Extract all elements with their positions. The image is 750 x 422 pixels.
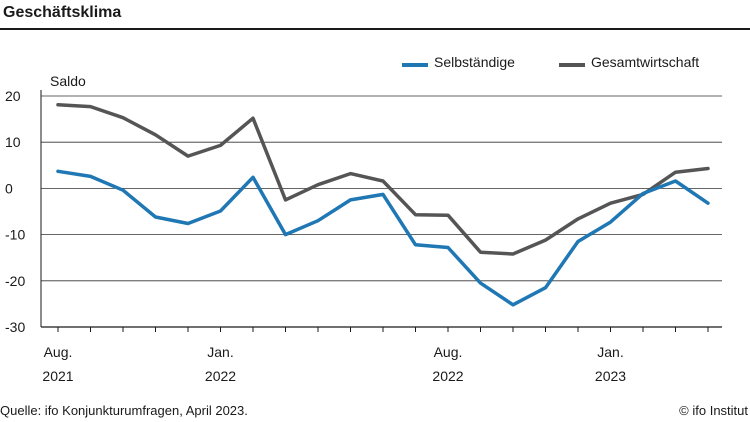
line-chart: 20 10 0 -10 -20 -30 Saldo Aug. 2021 Jan. 2022 Aug. 2…: [5, 73, 722, 384]
x-tick-label-month: Jan.: [207, 344, 233, 360]
legend-label-gesamtwirtschaft: Gesamtwirtschaft: [591, 54, 700, 70]
x-tick-label-year: 2023: [595, 368, 626, 384]
y-tick-label: -30: [5, 319, 25, 335]
x-tick-label-year: 2022: [432, 368, 463, 384]
chart-title: Geschäftsklima: [3, 4, 122, 21]
y-tick-label: -20: [5, 273, 25, 289]
x-tick-label-year: 2022: [205, 368, 236, 384]
y-tick-label: 0: [5, 180, 13, 196]
y-tick-label: -10: [5, 227, 25, 243]
title-rule: [0, 28, 750, 30]
source-note: Quelle: ifo Konjunkturumfragen, April 20…: [0, 403, 248, 418]
legend-label-selbstaendige: Selbständige: [434, 54, 515, 70]
y-tick-label: 20: [5, 88, 21, 104]
x-tick-label-month: Aug.: [434, 344, 463, 360]
x-tick-label-month: Jan.: [597, 344, 623, 360]
x-tick-label-year: 2021: [42, 368, 73, 384]
series-line-gesamtwirtschaft: [56, 103, 710, 256]
x-tick-label-month: Aug.: [44, 344, 73, 360]
legend-swatch-selbstaendige: [402, 63, 428, 67]
y-tick-label: 10: [5, 134, 21, 150]
series-line-selbstaendige: [56, 169, 710, 307]
y-axis-label: Saldo: [50, 73, 86, 89]
legend-swatch-gesamtwirtschaft: [559, 63, 585, 67]
copyright-note: © ifo Institut: [679, 403, 748, 418]
